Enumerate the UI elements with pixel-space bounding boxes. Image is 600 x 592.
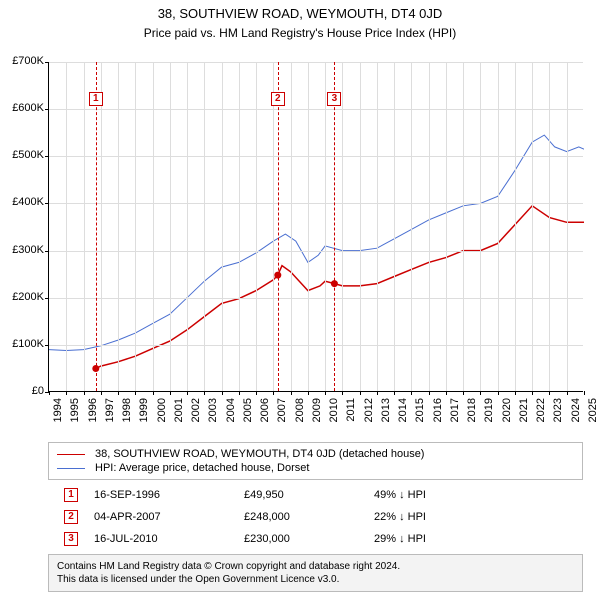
x-axis-label: 2001 xyxy=(173,398,185,438)
x-axis-label: 2016 xyxy=(432,398,444,438)
sale-date: 16-SEP-1996 xyxy=(94,489,244,501)
chart-container: 38, SOUTHVIEW ROAD, WEYMOUTH, DT4 0JD Pr… xyxy=(0,0,600,590)
y-axis-label: £200K xyxy=(0,291,44,303)
x-axis-label: 2002 xyxy=(190,398,202,438)
x-axis-label: 1994 xyxy=(52,398,64,438)
sales-table: 1 16-SEP-1996£49,95049% ↓ HPI 2 04-APR-2007… xyxy=(48,484,583,550)
legend-swatch xyxy=(57,454,85,455)
x-axis-label: 2011 xyxy=(345,398,357,438)
plot-area: 1 2 3 xyxy=(48,62,583,392)
sale-date: 16-JUL-2010 xyxy=(94,533,244,545)
sale-price: £49,950 xyxy=(244,489,374,501)
legend-item: 38, SOUTHVIEW ROAD, WEYMOUTH, DT4 0JD (d… xyxy=(57,447,574,461)
x-axis-label: 2007 xyxy=(276,398,288,438)
sale-date: 04-APR-2007 xyxy=(94,511,244,523)
x-axis-label: 1999 xyxy=(138,398,150,438)
reference-line xyxy=(96,62,97,391)
sale-price: £230,000 xyxy=(244,533,374,545)
sale-price: £248,000 xyxy=(244,511,374,523)
legend-swatch xyxy=(57,468,85,469)
y-axis-label: £300K xyxy=(0,244,44,256)
y-axis-label: £600K xyxy=(0,102,44,114)
footer-line-2: This data is licensed under the Open Gov… xyxy=(57,573,574,586)
reference-marker: 3 xyxy=(327,92,341,106)
series-hpi xyxy=(49,135,584,350)
y-axis-label: £500K xyxy=(0,149,44,161)
x-axis-label: 2018 xyxy=(466,398,478,438)
reference-line xyxy=(278,62,279,391)
reference-marker: 2 xyxy=(271,92,285,106)
sale-marker-icon: 1 xyxy=(64,488,78,502)
sale-diff: 49% ↓ HPI xyxy=(374,489,583,501)
x-axis-label: 2004 xyxy=(225,398,237,438)
footer-line-1: Contains HM Land Registry data © Crown c… xyxy=(57,560,574,573)
x-axis-label: 2020 xyxy=(501,398,513,438)
sale-marker-icon: 3 xyxy=(64,532,78,546)
legend-label: 38, SOUTHVIEW ROAD, WEYMOUTH, DT4 0JD (d… xyxy=(95,448,424,460)
license-footer: Contains HM Land Registry data © Crown c… xyxy=(48,554,583,592)
x-axis-label: 2006 xyxy=(259,398,271,438)
x-axis-label: 2024 xyxy=(570,398,582,438)
x-axis-label: 2003 xyxy=(207,398,219,438)
y-axis-label: £0 xyxy=(0,385,44,397)
x-axis-label: 2023 xyxy=(552,398,564,438)
sale-row: 2 04-APR-2007£248,00022% ↓ HPI xyxy=(48,506,583,528)
x-axis-label: 2019 xyxy=(483,398,495,438)
x-axis-label: 2000 xyxy=(156,398,168,438)
chart-title: 38, SOUTHVIEW ROAD, WEYMOUTH, DT4 0JD xyxy=(0,6,600,21)
x-axis-label: 1995 xyxy=(69,398,81,438)
x-axis-label: 1997 xyxy=(104,398,116,438)
chart-svg xyxy=(49,62,584,392)
y-axis-label: £100K xyxy=(0,338,44,350)
x-axis-label: 2008 xyxy=(294,398,306,438)
x-axis-label: 1996 xyxy=(87,398,99,438)
sale-marker-icon: 2 xyxy=(64,510,78,524)
x-axis-label: 2013 xyxy=(380,398,392,438)
sale-diff: 29% ↓ HPI xyxy=(374,533,583,545)
legend-label: HPI: Average price, detached house, Dors… xyxy=(95,462,309,474)
x-axis-label: 2015 xyxy=(414,398,426,438)
x-axis-label: 2025 xyxy=(587,398,599,438)
x-axis-label: 2022 xyxy=(535,398,547,438)
x-axis-label: 2009 xyxy=(311,398,323,438)
x-axis-label: 2014 xyxy=(397,398,409,438)
y-axis-label: £400K xyxy=(0,196,44,208)
sale-row: 1 16-SEP-1996£49,95049% ↓ HPI xyxy=(48,484,583,506)
x-axis-label: 2021 xyxy=(518,398,530,438)
sale-diff: 22% ↓ HPI xyxy=(374,511,583,523)
legend-item: HPI: Average price, detached house, Dors… xyxy=(57,461,574,475)
legend: 38, SOUTHVIEW ROAD, WEYMOUTH, DT4 0JD (d… xyxy=(48,442,583,480)
x-axis-label: 2012 xyxy=(363,398,375,438)
x-axis-label: 1998 xyxy=(121,398,133,438)
x-axis-label: 2010 xyxy=(328,398,340,438)
reference-marker: 1 xyxy=(89,92,103,106)
chart-subtitle: Price paid vs. HM Land Registry's House … xyxy=(0,26,600,40)
sale-row: 3 16-JUL-2010£230,00029% ↓ HPI xyxy=(48,528,583,550)
reference-line xyxy=(334,62,335,391)
x-axis-label: 2017 xyxy=(449,398,461,438)
x-axis-label: 2005 xyxy=(242,398,254,438)
y-axis-label: £700K xyxy=(0,55,44,67)
